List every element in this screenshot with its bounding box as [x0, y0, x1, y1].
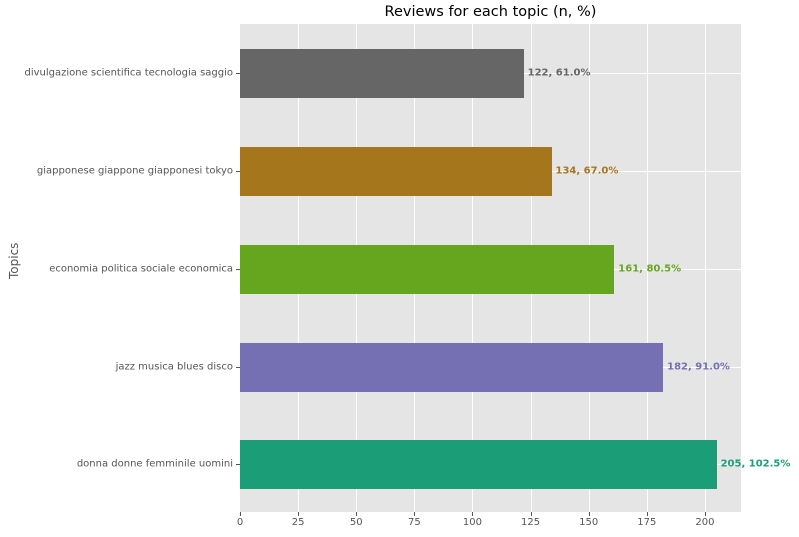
- y-tick-label: donna donne femminile uomini: [76, 458, 233, 470]
- x-tick: [588, 512, 590, 516]
- bar-value-label: 182, 91.0%: [667, 361, 730, 373]
- x-tick-label: 150: [579, 517, 599, 528]
- bar: [240, 439, 717, 489]
- plot-area: [240, 24, 741, 512]
- bar: [240, 342, 664, 392]
- bar: [240, 48, 524, 98]
- x-tick: [356, 512, 358, 516]
- y-tick: [236, 464, 240, 465]
- bar: [240, 146, 552, 196]
- x-tick-label: 0: [236, 517, 244, 528]
- y-tick: [236, 73, 240, 74]
- x-gridline: [646, 24, 648, 512]
- bar-value-label: 161, 80.5%: [618, 263, 682, 275]
- y-tick-label: giapponese giappone giapponesi tokyo: [36, 165, 233, 177]
- x-tick: [414, 512, 416, 516]
- x-tick: [530, 512, 532, 516]
- bar-value-label: 122, 61.0%: [527, 67, 591, 79]
- x-tick: [298, 512, 300, 516]
- bar: [240, 244, 615, 294]
- x-tick-label: 75: [407, 517, 421, 528]
- y-tick: [236, 269, 240, 270]
- x-tick: [240, 512, 241, 516]
- bar-value-label: 134, 67.0%: [555, 165, 619, 177]
- x-tick-label: 25: [291, 517, 305, 528]
- x-tick-label: 50: [349, 517, 363, 528]
- x-tick: [646, 512, 648, 516]
- y-tick-label: economia politica sociale economica: [49, 263, 233, 275]
- x-tick-label: 125: [521, 517, 541, 528]
- y-tick: [236, 367, 240, 368]
- y-tick: [236, 171, 240, 172]
- chart-title: Reviews for each topic (n, %): [384, 4, 597, 20]
- y-tick-label: jazz musica blues disco: [115, 361, 233, 373]
- bar-value-label: 205, 102.5%: [720, 458, 791, 470]
- x-tick-label: 175: [637, 517, 657, 528]
- y-tick-label: divulgazione scientifica tecnologia sagg…: [24, 67, 233, 79]
- x-tick: [472, 512, 474, 516]
- y-axis-title: Topics: [7, 242, 21, 279]
- x-tick: [704, 512, 706, 516]
- x-tick-label: 200: [695, 517, 715, 528]
- x-gridline: [704, 24, 706, 512]
- x-tick-label: 100: [462, 517, 483, 528]
